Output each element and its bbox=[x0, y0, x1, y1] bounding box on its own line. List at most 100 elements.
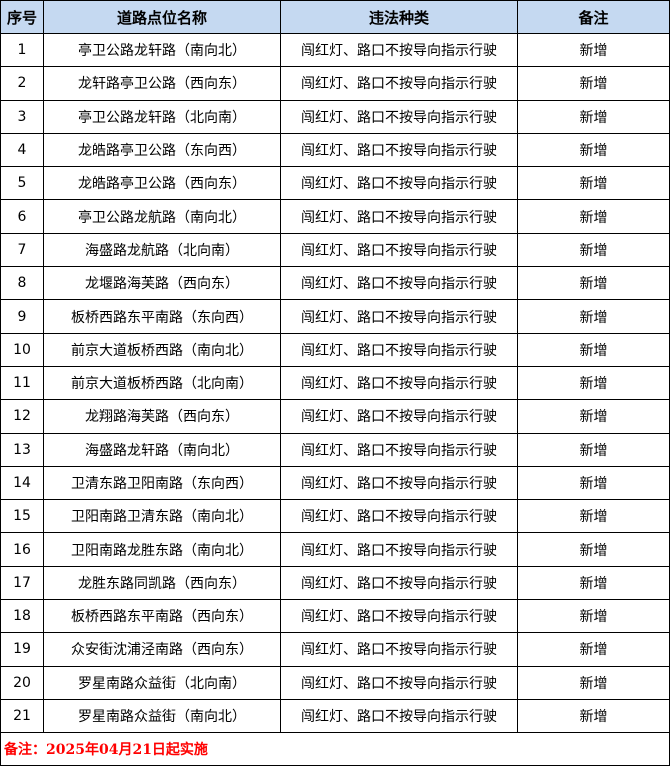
cell-violation: 闯红灯、路口不按导向指示行驶 bbox=[280, 599, 518, 634]
cell-remark: 新增 bbox=[517, 698, 670, 734]
cell-index: 10 bbox=[0, 332, 44, 367]
cell-violation: 闯红灯、路口不按导向指示行驶 bbox=[280, 232, 518, 268]
cell-location: 前京大道板桥西路（北向南） bbox=[43, 365, 281, 401]
cell-remark: 新增 bbox=[517, 299, 670, 334]
cell-index: 1 bbox=[0, 32, 44, 68]
cell-remark: 新增 bbox=[517, 465, 670, 501]
cell-index: 7 bbox=[0, 232, 44, 268]
cell-violation: 闯红灯、路口不按导向指示行驶 bbox=[280, 332, 518, 367]
cell-index: 8 bbox=[0, 266, 44, 301]
cell-violation: 闯红灯、路口不按导向指示行驶 bbox=[280, 266, 518, 301]
table-row: 18 板桥西路东平南路（西向东） 闯红灯、路口不按导向指示行驶 新增 bbox=[0, 599, 670, 634]
cell-remark: 新增 bbox=[517, 599, 670, 634]
cell-location: 亭卫公路龙轩路（北向南） bbox=[43, 99, 281, 134]
table-row: 20 罗星南路众益街（北向南） 闯红灯、路口不按导向指示行驶 新增 bbox=[0, 665, 670, 700]
cell-location: 龙皓路亭卫公路（西向东） bbox=[43, 166, 281, 201]
cell-remark: 新增 bbox=[517, 99, 670, 134]
cell-index: 12 bbox=[0, 399, 44, 434]
cell-location: 龙翔路海芙路（西向东） bbox=[43, 399, 281, 434]
cell-remark: 新增 bbox=[517, 166, 670, 201]
table-row: 9 板桥西路东平南路（东向西） 闯红灯、路口不按导向指示行驶 新增 bbox=[0, 299, 670, 334]
footnote-row: 备注：2025年04月21日起实施 bbox=[0, 732, 670, 767]
cell-remark: 新增 bbox=[517, 232, 670, 268]
table-row: 2 龙轩路亭卫公路（西向东） 闯红灯、路口不按导向指示行驶 新增 bbox=[0, 66, 670, 101]
table-row: 12 龙翔路海芙路（西向东） 闯红灯、路口不按导向指示行驶 新增 bbox=[0, 399, 670, 434]
cell-location: 卫阳南路龙胜东路（南向北） bbox=[43, 532, 281, 567]
cell-violation: 闯红灯、路口不按导向指示行驶 bbox=[280, 365, 518, 401]
cell-location: 龙轩路亭卫公路（西向东） bbox=[43, 66, 281, 101]
table-row: 11 前京大道板桥西路（北向南） 闯红灯、路口不按导向指示行驶 新增 bbox=[0, 365, 670, 401]
cell-violation: 闯红灯、路口不按导向指示行驶 bbox=[280, 465, 518, 501]
cell-location: 龙堰路海芙路（西向东） bbox=[43, 266, 281, 301]
cell-violation: 闯红灯、路口不按导向指示行驶 bbox=[280, 698, 518, 734]
cell-location: 卫清东路卫阳南路（东向西） bbox=[43, 465, 281, 501]
cell-location: 罗星南路众益街（北向南） bbox=[43, 665, 281, 700]
cell-remark: 新增 bbox=[517, 332, 670, 367]
cell-index: 2 bbox=[0, 66, 44, 101]
cell-index: 17 bbox=[0, 565, 44, 601]
cell-remark: 新增 bbox=[517, 132, 670, 168]
cell-remark: 新增 bbox=[517, 532, 670, 567]
table-row: 16 卫阳南路龙胜东路（南向北） 闯红灯、路口不按导向指示行驶 新增 bbox=[0, 532, 670, 567]
cell-location: 板桥西路东平南路（东向西） bbox=[43, 299, 281, 334]
cell-index: 18 bbox=[0, 599, 44, 634]
cell-violation: 闯红灯、路口不按导向指示行驶 bbox=[280, 299, 518, 334]
cell-remark: 新增 bbox=[517, 565, 670, 601]
table-row: 19 众安街沈浦泾南路（西向东） 闯红灯、路口不按导向指示行驶 新增 bbox=[0, 632, 670, 667]
cell-location: 亭卫公路龙轩路（南向北） bbox=[43, 32, 281, 68]
cell-violation: 闯红灯、路口不按导向指示行驶 bbox=[280, 166, 518, 201]
cell-remark: 新增 bbox=[517, 399, 670, 434]
cell-index: 13 bbox=[0, 432, 44, 467]
cell-location: 前京大道板桥西路（南向北） bbox=[43, 332, 281, 367]
cell-remark: 新增 bbox=[517, 499, 670, 534]
cell-remark: 新增 bbox=[517, 199, 670, 234]
cell-violation: 闯红灯、路口不按导向指示行驶 bbox=[280, 499, 518, 534]
cell-location: 龙胜东路同凯路（西向东） bbox=[43, 565, 281, 601]
cell-remark: 新增 bbox=[517, 266, 670, 301]
cell-violation: 闯红灯、路口不按导向指示行驶 bbox=[280, 99, 518, 134]
table-row: 13 海盛路龙轩路（南向北） 闯红灯、路口不按导向指示行驶 新增 bbox=[0, 432, 670, 467]
cell-location: 龙皓路亭卫公路（东向西） bbox=[43, 132, 281, 168]
cell-violation: 闯红灯、路口不按导向指示行驶 bbox=[280, 565, 518, 601]
cell-remark: 新增 bbox=[517, 365, 670, 401]
cell-violation: 闯红灯、路口不按导向指示行驶 bbox=[280, 32, 518, 68]
cell-index: 15 bbox=[0, 499, 44, 534]
cell-violation: 闯红灯、路口不按导向指示行驶 bbox=[280, 132, 518, 168]
cell-violation: 闯红灯、路口不按导向指示行驶 bbox=[280, 399, 518, 434]
cell-violation: 闯红灯、路口不按导向指示行驶 bbox=[280, 665, 518, 700]
cell-index: 21 bbox=[0, 698, 44, 734]
cell-violation: 闯红灯、路口不按导向指示行驶 bbox=[280, 432, 518, 467]
cell-remark: 新增 bbox=[517, 432, 670, 467]
table-row: 7 海盛路龙航路（北向南） 闯红灯、路口不按导向指示行驶 新增 bbox=[0, 232, 670, 268]
cell-remark: 新增 bbox=[517, 632, 670, 667]
cell-location: 亭卫公路龙航路（南向北） bbox=[43, 199, 281, 234]
cell-index: 19 bbox=[0, 632, 44, 667]
cell-violation: 闯红灯、路口不按导向指示行驶 bbox=[280, 532, 518, 567]
table-row: 3 亭卫公路龙轩路（北向南） 闯红灯、路口不按导向指示行驶 新增 bbox=[0, 99, 670, 134]
cell-remark: 新增 bbox=[517, 665, 670, 700]
header-violation: 违法种类 bbox=[280, 0, 518, 34]
cell-location: 海盛路龙航路（北向南） bbox=[43, 232, 281, 268]
header-location: 道路点位名称 bbox=[43, 0, 281, 34]
table-row: 10 前京大道板桥西路（南向北） 闯红灯、路口不按导向指示行驶 新增 bbox=[0, 332, 670, 367]
table-row: 5 龙皓路亭卫公路（西向东） 闯红灯、路口不按导向指示行驶 新增 bbox=[0, 166, 670, 201]
table-row: 14 卫清东路卫阳南路（东向西） 闯红灯、路口不按导向指示行驶 新增 bbox=[0, 465, 670, 501]
cell-location: 板桥西路东平南路（西向东） bbox=[43, 599, 281, 634]
cell-location: 卫阳南路卫清东路（南向北） bbox=[43, 499, 281, 534]
cell-violation: 闯红灯、路口不按导向指示行驶 bbox=[280, 199, 518, 234]
table-row: 21 罗星南路众益街（南向北） 闯红灯、路口不按导向指示行驶 新增 bbox=[0, 698, 670, 734]
table-row: 15 卫阳南路卫清东路（南向北） 闯红灯、路口不按导向指示行驶 新增 bbox=[0, 499, 670, 534]
table-row: 4 龙皓路亭卫公路（东向西） 闯红灯、路口不按导向指示行驶 新增 bbox=[0, 132, 670, 168]
cell-index: 4 bbox=[0, 132, 44, 168]
cell-index: 14 bbox=[0, 465, 44, 501]
cell-location: 海盛路龙轩路（南向北） bbox=[43, 432, 281, 467]
table-row: 6 亭卫公路龙航路（南向北） 闯红灯、路口不按导向指示行驶 新增 bbox=[0, 199, 670, 234]
cell-index: 11 bbox=[0, 365, 44, 401]
table-row: 1 亭卫公路龙轩路（南向北） 闯红灯、路口不按导向指示行驶 新增 bbox=[0, 32, 670, 68]
footnote: 备注：2025年04月21日起实施 bbox=[0, 732, 670, 767]
header-remark: 备注 bbox=[517, 0, 670, 34]
cell-index: 3 bbox=[0, 99, 44, 134]
cell-index: 16 bbox=[0, 532, 44, 567]
cell-remark: 新增 bbox=[517, 66, 670, 101]
header-row: 序号 道路点位名称 违法种类 备注 bbox=[0, 0, 670, 34]
